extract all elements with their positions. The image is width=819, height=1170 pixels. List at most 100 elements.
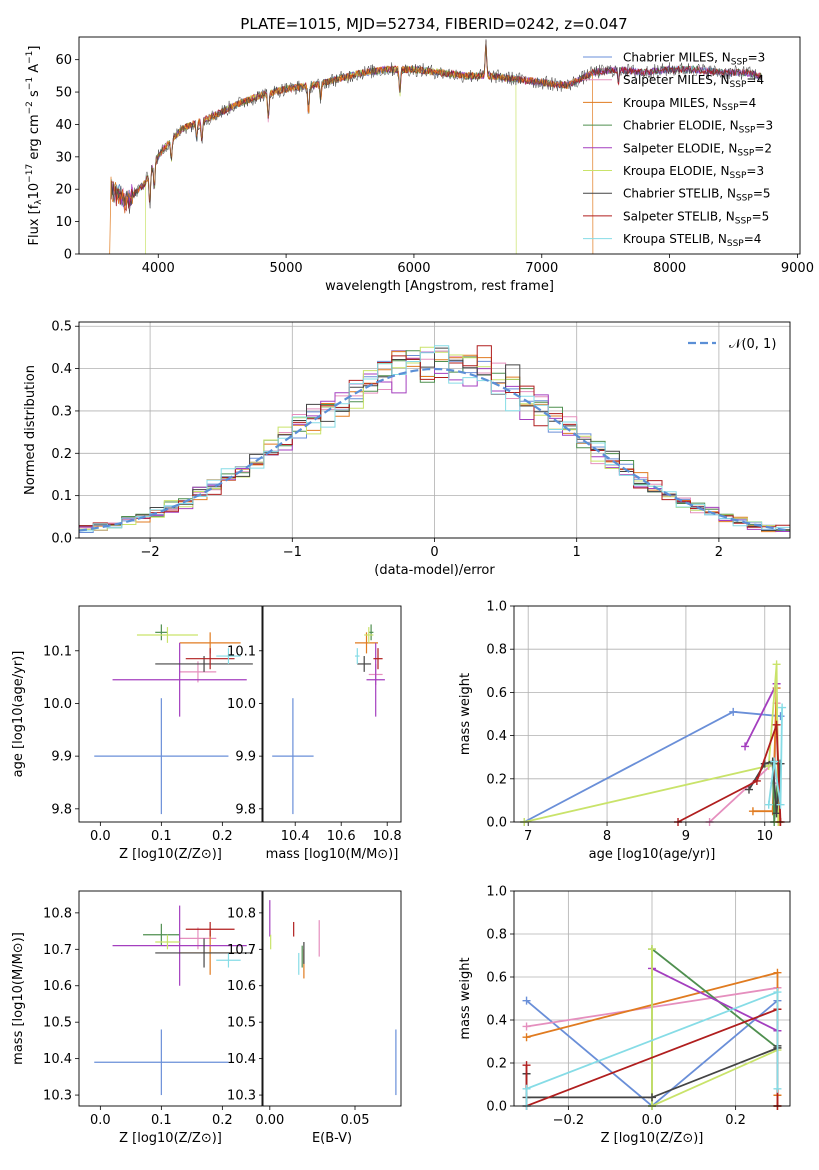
y-tick-label: 0	[64, 248, 72, 263]
hist-frame	[78, 321, 791, 539]
errorbar-point	[373, 648, 383, 670]
y-tick-label: 0.4	[486, 1014, 507, 1029]
massweight-vs-Z-frame	[513, 890, 791, 1107]
y-tick-label: 10.3	[227, 1089, 256, 1104]
legend-label: Chabrier ELODIE, NSSP=3	[623, 119, 773, 136]
x-tick-label: 0.1	[151, 1113, 172, 1128]
y-tick-label: 10.6	[227, 979, 256, 994]
y-tick-label: 10.6	[43, 979, 72, 994]
hist-ylabel: Normed distribution	[23, 365, 38, 495]
y-tick-label: 60	[55, 53, 72, 68]
y-tick-label: 10	[55, 215, 72, 230]
weight-marker	[648, 1093, 656, 1102]
mass-vs-Z-ylabel: mass [log10(M/M⊙)]	[11, 932, 26, 1065]
x-tick-label: 6000	[397, 261, 430, 276]
y-tick-label: 9.9	[51, 750, 72, 765]
y-tick-label: 10.8	[227, 906, 256, 921]
errorbar-point	[179, 661, 217, 683]
x-tick-label: 1	[573, 545, 581, 560]
errorbar-point	[355, 632, 378, 654]
weight-marker	[773, 988, 782, 997]
y-tick-label: 0.6	[486, 971, 507, 986]
y-tick-label: 0.0	[486, 1100, 507, 1115]
legend-label: Salpeter ELODIE, NSSP=2	[623, 141, 772, 158]
x-tick-label: 0	[430, 545, 438, 560]
mass-vs-Z-frame	[78, 890, 263, 1107]
x-tick-label: −2	[141, 545, 160, 560]
weight-marker	[778, 703, 787, 712]
weight-marker	[770, 757, 779, 766]
y-tick-label: 10.7	[43, 943, 72, 958]
weight-marker	[729, 707, 738, 716]
errorbar-point	[357, 656, 372, 672]
x-tick-label: 7	[524, 829, 532, 844]
x-tick-label: 8	[603, 829, 611, 844]
mass-vs-ebv-axes: 0.00 0.05 10.3 10.4 10.5 10.6 10.7 10.8	[227, 906, 369, 1128]
y-tick-label: 1.0	[486, 600, 507, 615]
mass-vs-Z-xlabel: Z [log10(Z/Z⊙)]	[119, 1131, 222, 1146]
weight-line	[523, 710, 781, 823]
spectrum-frame	[78, 36, 801, 255]
errorbar-point	[155, 934, 180, 950]
weight-line	[767, 707, 783, 805]
hist-xlabel: (data-model)/error	[374, 563, 495, 578]
x-tick-label: 0.1	[151, 829, 172, 844]
errorbar-point	[185, 648, 235, 670]
y-tick-label: 0.8	[486, 928, 507, 943]
x-tick-label: 10.4	[281, 829, 310, 844]
errorbar-point	[272, 698, 314, 815]
x-tick-label: 5000	[270, 261, 303, 276]
residual-histogram-axes: −2 −1 0 1 2 0.0 0.1 0.2 0.3 0.4 0.5	[51, 320, 790, 560]
weight-line	[651, 967, 778, 1032]
x-tick-label: −0.2	[553, 1113, 585, 1128]
spectrum-line	[110, 39, 762, 214]
errorbar-point	[136, 627, 198, 643]
weight-line	[525, 990, 779, 1106]
weight-marker	[773, 968, 782, 977]
weight-line	[651, 949, 778, 1108]
massweight-vs-age-frame	[513, 605, 791, 823]
errorbar-point	[355, 648, 360, 664]
y-tick-label: 10.8	[43, 906, 72, 921]
weight-marker	[522, 1022, 531, 1031]
weight-marker	[772, 720, 781, 729]
age-vs-mass-axes: 10.4 10.6 10.8 9.8 9.9 10.0 10.1	[227, 644, 402, 844]
errorbar-point	[216, 648, 241, 664]
x-tick-label: 0.0	[90, 1113, 111, 1128]
figure-title: PLATE=1015, MJD=52734, FIBERID=0242, z=0…	[240, 15, 627, 33]
x-tick-label: 7000	[525, 261, 558, 276]
x-tick-label: 0.2	[212, 1113, 233, 1128]
y-tick-label: 10.3	[43, 1089, 72, 1104]
y-tick-label: 40	[55, 118, 72, 133]
y-tick-label: 0.3	[51, 404, 72, 419]
spectrum-axes: 4000 5000 6000 7000 8000 9000 0 10 20 30 40 50 60	[55, 53, 814, 276]
spectrum-ylabel: Flux [fλ10−17 erg cm−2 s−1 A−1]	[25, 46, 44, 246]
spectrum-xlabel: wavelength [Angstrom, rest frame]	[325, 279, 554, 294]
age-vs-mass-frame	[262, 605, 402, 823]
y-tick-label: 10.5	[227, 1016, 256, 1031]
age-vs-Z-frame	[78, 605, 263, 823]
errorbar-point	[94, 1029, 229, 1096]
hist-legend-label: 𝒩(0, 1)	[729, 337, 776, 352]
y-tick-label: 0.2	[51, 447, 72, 462]
weight-marker	[648, 945, 656, 954]
legend-label: Kroupa ELODIE, NSSP=3	[623, 164, 764, 181]
y-tick-label: 10.4	[43, 1052, 72, 1067]
legend-label: Chabrier MILES, NSSP=3	[623, 51, 765, 68]
y-tick-label: 0.4	[486, 729, 507, 744]
x-tick-label: 10	[756, 829, 773, 844]
weight-marker	[748, 807, 757, 816]
weight-marker	[752, 776, 761, 785]
spectrum-legend: Chabrier MILES, NSSP=3 Salpeter MILES, NS…	[583, 51, 773, 249]
x-tick-label: 9	[682, 829, 690, 844]
y-tick-label: 10.0	[227, 697, 256, 712]
weight-line	[744, 683, 778, 747]
y-tick-label: 0.6	[486, 686, 507, 701]
legend-label: Chabrier STELIB, NSSP=5	[623, 187, 771, 204]
y-tick-label: 10.5	[43, 1016, 72, 1031]
weight-line	[524, 664, 780, 823]
x-tick-label: 0.00	[255, 1113, 284, 1128]
massweight-vs-Z-ylabel: mass weight	[458, 957, 473, 1039]
weight-line	[677, 724, 782, 823]
weight-marker	[522, 1084, 531, 1093]
